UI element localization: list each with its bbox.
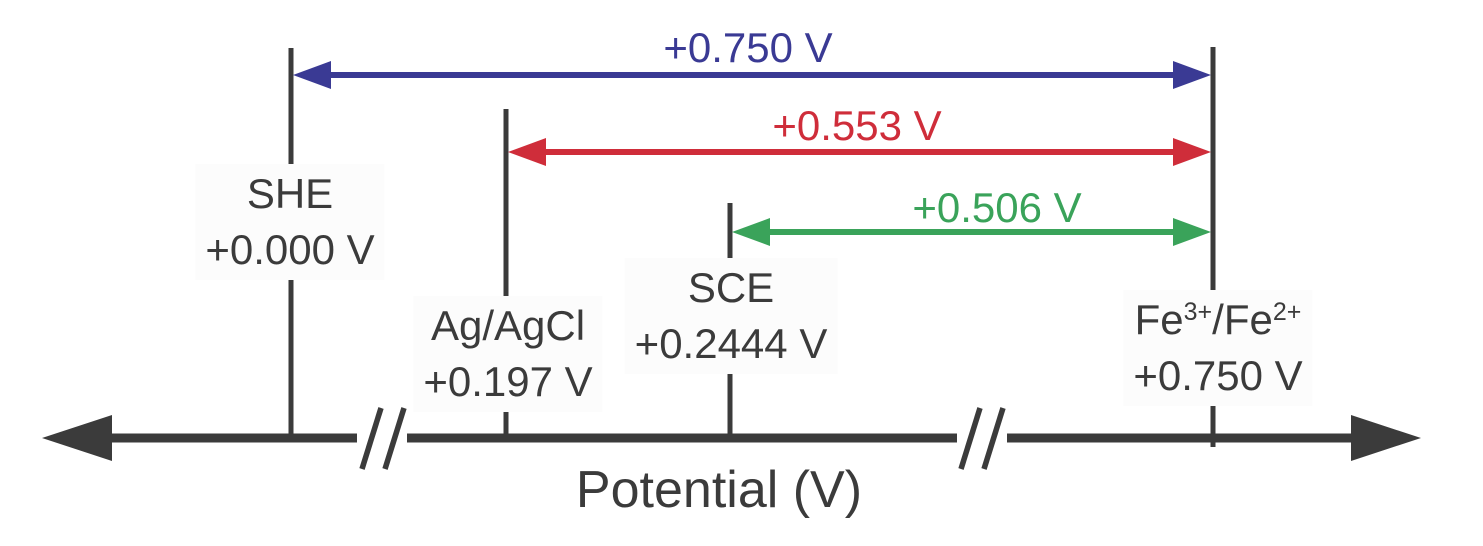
fe-label: Fe3+/Fe2+ +0.750 V	[1123, 290, 1313, 406]
sce-label: SCE +0.2444 V	[624, 258, 838, 374]
fe-electrode-potential: +0.750 V	[1133, 352, 1303, 399]
arrow-value-sce-to-fe: +0.506 V	[912, 184, 1082, 231]
arrowhead-right-icon	[1173, 218, 1211, 246]
axis-break-left	[359, 407, 407, 470]
agagcl-label: Ag/AgCl +0.197 V	[413, 296, 603, 412]
break-slash	[958, 407, 983, 470]
arrowhead-right-icon	[1173, 138, 1211, 166]
arrow-value-agagcl-to-fe: +0.553 V	[772, 102, 942, 149]
break-slash	[359, 407, 384, 470]
break-slash	[382, 407, 407, 470]
arrowhead-right-icon	[1173, 61, 1211, 89]
axis-left-arrowhead-icon	[42, 415, 112, 461]
arrowhead-left-icon	[293, 61, 331, 89]
she-electrode-potential: +0.000 V	[205, 226, 375, 273]
break-slash	[981, 407, 1006, 470]
sce-electrode-name: SCE	[687, 264, 775, 311]
axis-break-right	[958, 407, 1006, 470]
she-electrode-name: SHE	[246, 170, 334, 217]
arrow-value-she-to-fe: +0.750 V	[663, 24, 833, 71]
fe-electrode-name: Fe3+/Fe2+	[1134, 296, 1302, 343]
potential-axis	[42, 407, 1421, 470]
agagcl-electrode-name: Ag/AgCl	[430, 302, 586, 349]
agagcl-electrode-potential: +0.197 V	[423, 358, 593, 405]
axis-title: Potential (V)	[575, 461, 863, 519]
arrow-agagcl-to-fe	[508, 138, 1211, 166]
arrowhead-left-icon	[732, 218, 770, 246]
arrow-sce-to-fe	[732, 218, 1211, 246]
arrowhead-left-icon	[508, 138, 546, 166]
arrow-she-to-fe	[293, 61, 1211, 89]
she-label: SHE +0.000 V	[195, 164, 385, 280]
axis-right-arrowhead-icon	[1351, 415, 1421, 461]
sce-electrode-potential: +0.2444 V	[634, 320, 828, 367]
